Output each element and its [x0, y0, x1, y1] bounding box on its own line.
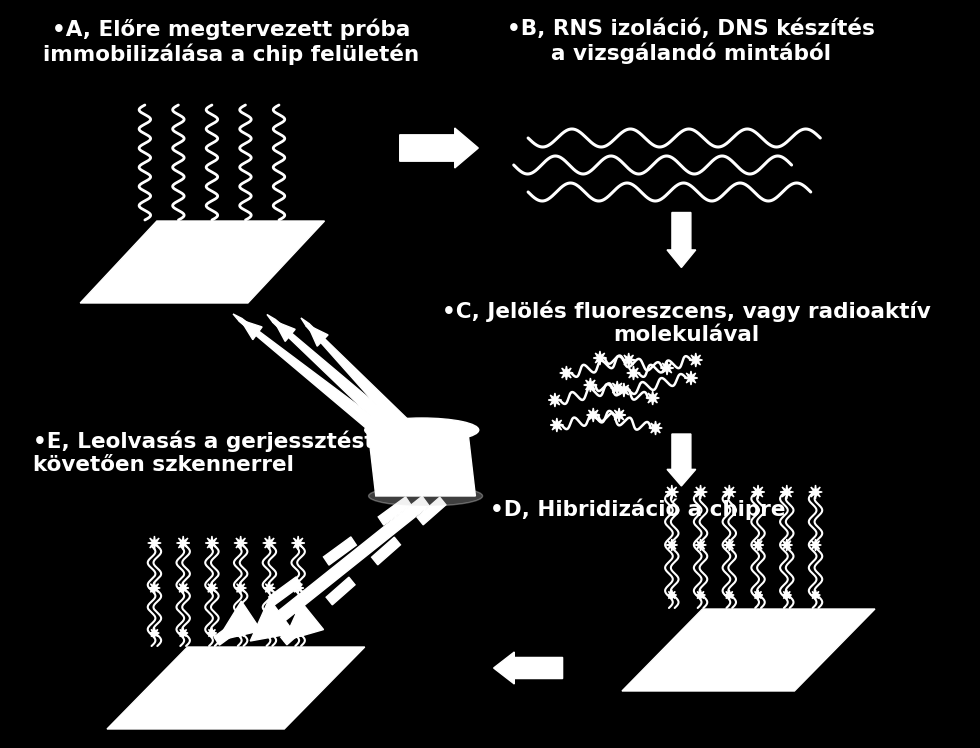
Polygon shape [284, 602, 323, 641]
Polygon shape [323, 537, 357, 565]
Polygon shape [612, 408, 626, 422]
Polygon shape [233, 314, 242, 322]
Polygon shape [107, 647, 365, 729]
Polygon shape [667, 212, 696, 268]
Polygon shape [548, 393, 562, 407]
Text: •D, Hibridizáció a chipre: •D, Hibridizáció a chipre [490, 498, 785, 520]
Polygon shape [148, 536, 161, 550]
Polygon shape [308, 325, 328, 346]
Polygon shape [494, 652, 563, 684]
Polygon shape [723, 539, 735, 551]
Polygon shape [280, 617, 310, 645]
Polygon shape [667, 590, 676, 600]
Polygon shape [665, 485, 678, 499]
Polygon shape [291, 536, 305, 550]
Polygon shape [278, 496, 429, 621]
Polygon shape [205, 536, 219, 550]
Polygon shape [239, 319, 394, 444]
Polygon shape [667, 434, 696, 486]
Polygon shape [274, 321, 295, 341]
Polygon shape [754, 590, 762, 600]
Polygon shape [267, 314, 275, 322]
Polygon shape [808, 485, 822, 499]
Polygon shape [587, 408, 600, 422]
Polygon shape [241, 320, 262, 340]
Polygon shape [627, 366, 640, 380]
Polygon shape [214, 617, 247, 645]
Polygon shape [724, 590, 734, 600]
Polygon shape [722, 485, 736, 499]
Polygon shape [326, 577, 355, 605]
Polygon shape [400, 128, 478, 168]
Polygon shape [560, 366, 573, 380]
Polygon shape [417, 497, 446, 525]
Polygon shape [176, 536, 190, 550]
Polygon shape [234, 536, 247, 550]
Polygon shape [292, 582, 304, 594]
Polygon shape [149, 582, 160, 594]
Polygon shape [649, 421, 662, 435]
Polygon shape [236, 628, 245, 638]
Polygon shape [550, 418, 564, 432]
Polygon shape [753, 539, 763, 551]
Polygon shape [666, 539, 677, 551]
Polygon shape [696, 590, 706, 600]
Text: •A, Előre megtervezett próba
immobilizálása a chip felületén: •A, Előre megtervezett próba immobilizál… [43, 18, 419, 64]
Text: •C, Jelölés fluoreszcens, vagy radioaktív
molekulával: •C, Jelölés fluoreszcens, vagy radioaktí… [442, 300, 931, 345]
Polygon shape [752, 485, 764, 499]
Polygon shape [611, 381, 624, 395]
Polygon shape [622, 353, 635, 367]
Polygon shape [269, 577, 302, 605]
Polygon shape [293, 628, 303, 638]
Polygon shape [810, 590, 820, 600]
Polygon shape [265, 628, 274, 638]
Polygon shape [695, 539, 707, 551]
Polygon shape [250, 598, 294, 641]
Polygon shape [206, 582, 218, 594]
Polygon shape [809, 539, 821, 551]
Polygon shape [177, 582, 189, 594]
Polygon shape [617, 383, 630, 397]
Text: •B, RNS izoláció, DNS készítés
a vizsgálandó mintából: •B, RNS izoláció, DNS készítés a vizsgál… [507, 18, 875, 64]
Polygon shape [207, 628, 217, 638]
Polygon shape [593, 351, 607, 365]
Polygon shape [684, 371, 698, 385]
Polygon shape [371, 537, 401, 565]
Ellipse shape [368, 486, 482, 506]
Polygon shape [263, 536, 276, 550]
Polygon shape [217, 601, 261, 641]
Polygon shape [780, 485, 794, 499]
Polygon shape [80, 221, 324, 303]
Polygon shape [584, 378, 597, 392]
Polygon shape [178, 628, 188, 638]
Polygon shape [301, 318, 309, 326]
Polygon shape [264, 582, 275, 594]
Polygon shape [694, 485, 708, 499]
Polygon shape [689, 353, 703, 367]
Polygon shape [273, 319, 404, 438]
Text: •E, Leolvasás a gerjessztést
követően szkennerrel: •E, Leolvasás a gerjessztést követően sz… [32, 430, 374, 475]
Polygon shape [368, 430, 475, 496]
Ellipse shape [365, 418, 479, 442]
Polygon shape [378, 497, 411, 525]
Polygon shape [782, 590, 792, 600]
Polygon shape [150, 628, 159, 638]
Polygon shape [661, 361, 673, 375]
Polygon shape [307, 324, 414, 435]
Polygon shape [622, 609, 875, 691]
Polygon shape [781, 539, 793, 551]
Polygon shape [646, 391, 660, 405]
Polygon shape [235, 582, 246, 594]
